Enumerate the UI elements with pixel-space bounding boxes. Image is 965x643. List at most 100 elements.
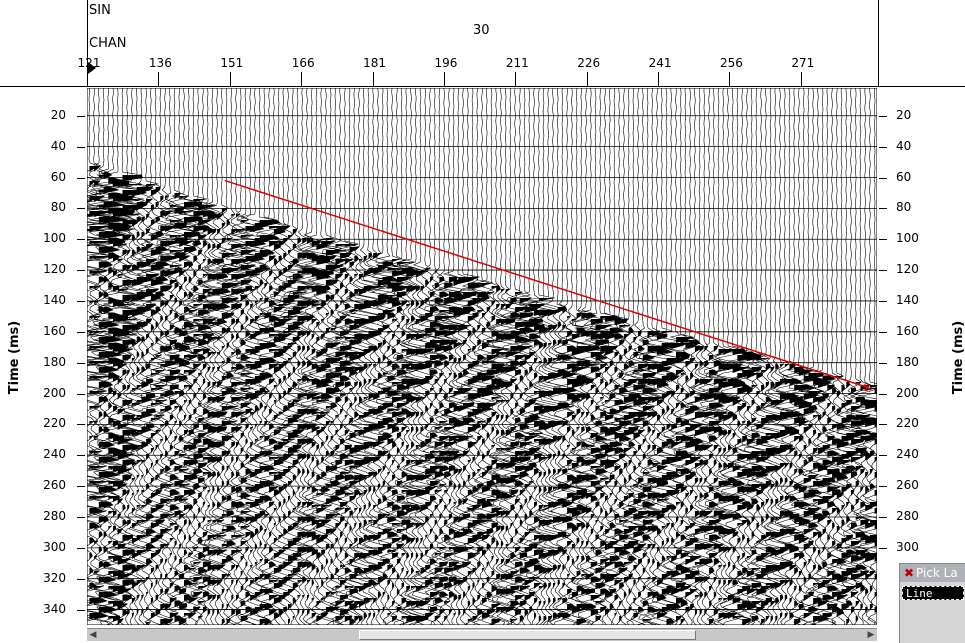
trace-fills [89,166,877,625]
channel-tick-label: 256 [720,56,743,70]
time-tick-label: 20 [50,107,66,122]
time-tick-mark [77,393,85,395]
time-tick-label: 160 [896,323,919,338]
channel-tick-label: 271 [791,56,815,70]
channel-tick-mark [586,72,588,86]
time-tick-mark [879,300,887,302]
time-tick-label: 20 [896,107,912,122]
time-tick-mark [77,547,85,549]
channel-tick-mark [800,72,802,86]
time-tick-mark [879,331,887,333]
channel-tick-label: 151 [220,56,244,70]
channel-tick-label: 226 [577,56,601,70]
time-tick-mark [77,115,85,117]
time-tick-label: 140 [43,292,66,307]
time-tick-label: 120 [896,262,919,277]
time-tick-label: 40 [50,138,66,153]
seismic-plot[interactable] [87,88,877,625]
time-tick-mark [77,146,85,148]
channel-tick-mark [372,72,374,86]
time-tick-mark [77,609,85,611]
channel-tick-label: 196 [434,56,458,70]
time-tick-label: 180 [43,354,66,369]
time-tick-label: 280 [43,508,66,523]
chan-label: CHAN [89,36,127,51]
channel-tick-mark [229,72,231,86]
time-tick-mark [879,455,887,457]
time-tick-label: 240 [896,447,919,462]
time-tick-mark [879,239,887,241]
channel-tick-label: 241 [648,56,672,70]
time-tick-mark [879,362,887,364]
time-tick-label: 220 [896,416,919,431]
time-tick-label: 80 [50,200,66,215]
close-icon[interactable]: ✖ [903,566,915,580]
seismic-traces [87,88,877,625]
pick-layer-titlebar[interactable]: ✖ Pick La [900,564,965,582]
time-tick-mark [77,516,85,518]
play-marker-icon [88,62,96,74]
time-tick-label: 60 [896,169,912,184]
channel-tick-label: 211 [505,56,529,70]
pick-layer-type-field[interactable]: Line [902,586,964,600]
pick-end-marker-icon[interactable] [863,383,872,391]
time-tick-label: 180 [896,354,919,369]
channel-tick-mark [443,72,445,86]
scroll-thumb[interactable] [359,630,697,640]
time-tick-label: 80 [896,200,912,215]
time-tick-mark [879,177,887,179]
channel-tick-mark [301,72,303,86]
sin-value: 30 [473,23,490,38]
time-tick-label: 120 [43,262,66,277]
time-tick-label: 340 [43,601,66,616]
scroll-left-arrow-icon[interactable]: ◀ [89,630,97,640]
time-tick-label: 160 [43,323,66,338]
channel-tick-label: 181 [363,56,386,70]
time-tick-mark [77,578,85,580]
time-tick-label: 320 [43,570,66,585]
time-tick-mark [77,270,85,272]
time-tick-label: 240 [43,447,66,462]
pick-end-marker-stroke [863,383,872,391]
time-tick-mark [879,547,887,549]
pick-line[interactable] [224,179,868,389]
time-tick-label: 40 [896,138,912,153]
sin-label: SIN [89,3,111,18]
pick-layer-panel: ✖ Pick La Line [899,563,965,643]
time-tick-mark [77,177,85,179]
channel-tick-label: 121 [77,56,101,70]
channel-tick-mark [158,72,160,86]
plot-grid [87,115,877,610]
time-tick-label: 280 [896,508,919,523]
time-tick-mark [879,115,887,117]
channel-tick-mark [658,72,660,86]
header-strip [87,0,879,86]
channel-tick-label: 136 [148,56,172,70]
time-tick-mark [77,455,85,457]
time-tick-label: 220 [43,416,66,431]
time-tick-label: 260 [43,478,66,493]
time-tick-mark [77,300,85,302]
time-tick-mark [77,424,85,426]
time-tick-mark [879,270,887,272]
time-tick-label: 260 [896,478,919,493]
time-tick-mark [879,516,887,518]
channel-tick-mark [515,72,517,86]
time-tick-mark [879,424,887,426]
time-tick-mark [77,208,85,210]
scroll-right-arrow-icon[interactable]: ▶ [867,630,875,640]
channel-tick-mark [87,72,88,86]
time-tick-label: 140 [896,292,919,307]
time-tick-mark [879,486,887,488]
time-tick-label: 100 [896,231,919,246]
time-tick-mark [77,486,85,488]
time-tick-label: 300 [896,539,919,554]
time-tick-label: 100 [43,231,66,246]
time-tick-mark [77,362,85,364]
time-axis-title-right: Time (ms) [951,320,965,395]
time-tick-mark [77,239,85,241]
axis-divider [0,86,965,87]
time-axis-title-left: Time (ms) [7,320,23,395]
time-tick-mark [879,146,887,148]
horizontal-scrollbar[interactable]: ◀ ▶ [87,628,877,641]
